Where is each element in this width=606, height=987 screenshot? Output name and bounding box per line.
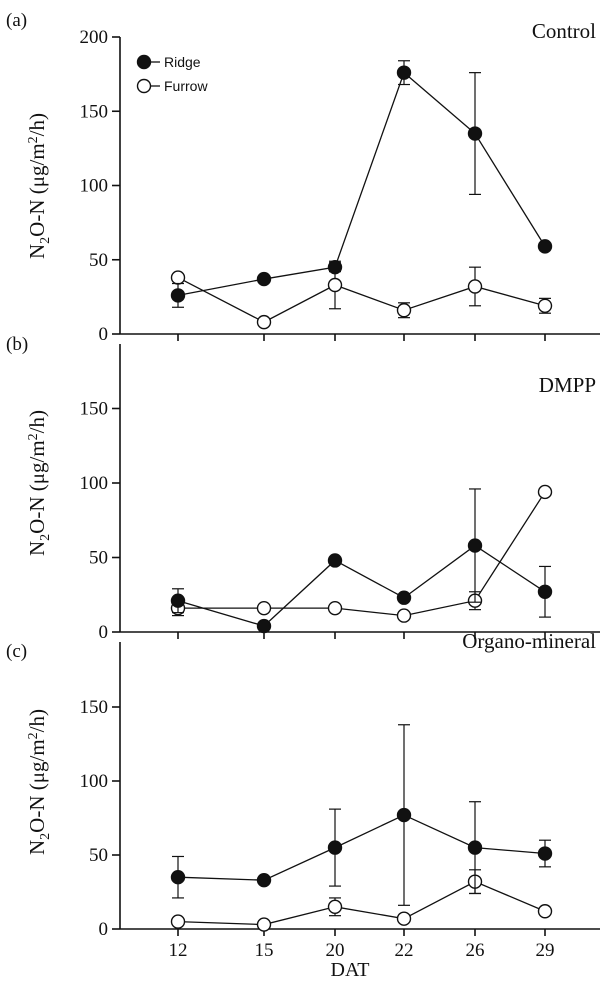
x-tick-label: 26 bbox=[466, 940, 485, 961]
y-tick-label: 50 bbox=[89, 548, 108, 569]
data-point-furrow bbox=[537, 904, 553, 919]
y-tick-label: 50 bbox=[89, 845, 108, 866]
y-axis-label-part: 2 bbox=[26, 732, 41, 739]
data-point-furrow bbox=[327, 277, 343, 293]
y-axis-label-part: 2 bbox=[38, 534, 53, 541]
y-tick-label: 0 bbox=[99, 324, 109, 345]
y-axis-label-part: 2 bbox=[26, 433, 41, 440]
y-tick-label: 150 bbox=[80, 101, 109, 122]
y-tick-label: 0 bbox=[99, 622, 109, 643]
x-tick-label: 29 bbox=[536, 940, 555, 961]
y-axis-label-part: N bbox=[25, 244, 49, 259]
panel-label: (c) bbox=[6, 641, 27, 662]
series-line-ridge bbox=[177, 71, 546, 297]
y-axis-label-part: 2 bbox=[38, 833, 53, 840]
data-point-furrow bbox=[170, 270, 186, 285]
data-point-furrow bbox=[170, 914, 186, 929]
panel-title: Control bbox=[532, 19, 596, 43]
data-point-furrow bbox=[537, 484, 553, 500]
data-point-furrow bbox=[327, 899, 343, 914]
series-line-ridge bbox=[177, 544, 546, 627]
y-axis-label: N2O-N (μg/m2/h) bbox=[25, 709, 53, 855]
data-point-ridge bbox=[467, 840, 483, 855]
x-tick-label: 20 bbox=[326, 940, 345, 961]
legend-marker-ridge bbox=[136, 54, 152, 70]
data-point-ridge bbox=[170, 870, 186, 885]
y-tick-label: 100 bbox=[80, 473, 109, 494]
data-point-ridge bbox=[396, 65, 412, 80]
y-axis-label-part: /h) bbox=[25, 410, 49, 433]
y-axis-label: N2O-N (μg/m2/h) bbox=[25, 113, 53, 259]
legend-label-furrow: Furrow bbox=[164, 78, 208, 94]
data-point-furrow bbox=[396, 303, 412, 318]
data-point-ridge bbox=[170, 593, 186, 608]
y-axis-label-part: O-N (μg/m bbox=[25, 739, 49, 833]
x-tick-label: 12 bbox=[169, 940, 188, 961]
series-line-furrow bbox=[177, 276, 546, 323]
legend-label-ridge: Ridge bbox=[164, 54, 201, 70]
x-tick-label: 15 bbox=[255, 940, 274, 961]
data-point-furrow bbox=[396, 608, 412, 623]
data-point-furrow bbox=[327, 600, 343, 616]
data-point-furrow bbox=[537, 298, 553, 313]
y-tick-label: 50 bbox=[89, 250, 108, 271]
x-axis-label: DAT bbox=[331, 959, 370, 981]
series-line-furrow bbox=[177, 880, 546, 926]
series-line-furrow bbox=[178, 491, 546, 617]
data-point-furrow bbox=[256, 917, 272, 932]
data-point-ridge bbox=[256, 872, 272, 888]
data-point-ridge bbox=[467, 538, 483, 553]
panel-label: (b) bbox=[6, 334, 28, 355]
data-point-ridge bbox=[256, 618, 272, 634]
data-point-furrow bbox=[256, 314, 272, 330]
y-tick-label: 200 bbox=[80, 27, 109, 48]
series-line-ridge bbox=[177, 814, 546, 881]
data-point-ridge bbox=[327, 259, 343, 275]
legend-marker-furrow bbox=[136, 78, 152, 94]
data-point-ridge bbox=[170, 288, 186, 303]
data-point-furrow bbox=[467, 279, 483, 294]
data-point-ridge bbox=[327, 553, 343, 568]
y-tick-label: 150 bbox=[80, 697, 109, 718]
y-axis-label-part: 2 bbox=[38, 237, 53, 244]
panel-title: DMPP bbox=[539, 373, 596, 397]
data-point-furrow bbox=[256, 600, 272, 616]
data-point-ridge bbox=[537, 584, 553, 599]
y-axis-label-part: N bbox=[25, 541, 49, 556]
data-point-ridge bbox=[396, 590, 412, 605]
x-tick-label: 22 bbox=[395, 940, 414, 961]
data-point-ridge bbox=[537, 239, 553, 254]
legend: Ridge Furrow bbox=[136, 54, 208, 94]
data-point-ridge bbox=[467, 126, 483, 141]
y-tick-label: 0 bbox=[99, 919, 109, 940]
panel-title: Organo-mineral bbox=[462, 629, 596, 653]
data-point-ridge bbox=[396, 807, 412, 823]
data-point-ridge bbox=[537, 846, 553, 861]
y-tick-label: 150 bbox=[80, 399, 109, 420]
y-axis-label-part: O-N (μg/m bbox=[25, 143, 49, 237]
y-axis-label-part: N bbox=[25, 840, 49, 855]
y-axis-label-part: O-N (μg/m bbox=[25, 440, 49, 534]
y-tick-label: 100 bbox=[80, 176, 109, 197]
y-axis-label-part: /h) bbox=[25, 709, 49, 732]
y-axis-label-part: /h) bbox=[25, 113, 49, 136]
y-axis-label-part: 2 bbox=[26, 136, 41, 143]
y-tick-label: 100 bbox=[80, 771, 109, 792]
data-point-ridge bbox=[327, 840, 343, 855]
panel-label: (a) bbox=[6, 10, 27, 31]
data-point-ridge bbox=[256, 271, 272, 287]
y-axis-label: N2O-N (μg/m2/h) bbox=[25, 410, 53, 556]
data-point-furrow bbox=[396, 911, 412, 926]
